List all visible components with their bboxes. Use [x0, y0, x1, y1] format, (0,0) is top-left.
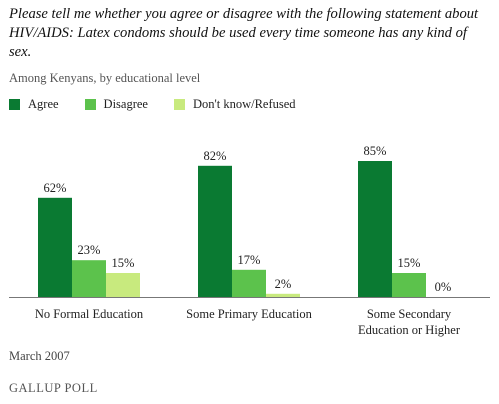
bar-value-label: 0%	[435, 280, 452, 294]
bar-agree-2	[358, 161, 392, 297]
bar-value-label: 2%	[275, 277, 292, 291]
gallup-poll-logo: GALLUP POLL	[9, 381, 98, 395]
bar-value-label: 82%	[204, 149, 227, 163]
bar-agree-0	[38, 197, 72, 297]
legend-swatch-dontknow	[173, 99, 185, 110]
bar-value-label: 62%	[44, 181, 67, 195]
bar-don-t-know-refused-0	[106, 273, 140, 297]
category-label: Some Secondary	[367, 307, 452, 321]
chart-title: Please tell me whether you agree or disa…	[9, 6, 479, 60]
survey-date: March 2007	[9, 349, 70, 363]
category-label: No Formal Education	[35, 307, 144, 321]
legend-label-disagree: Disagree	[103, 97, 148, 111]
bar-value-label: 23%	[78, 243, 101, 257]
chart-subtitle: Among Kenyans, by educational level	[9, 71, 201, 85]
category-label: Some Primary Education	[186, 307, 312, 321]
bar-value-label: 15%	[398, 256, 421, 270]
legend-label-agree: Agree	[28, 97, 59, 111]
bar-value-label: 85%	[364, 144, 387, 158]
category-label: Education or Higher	[358, 323, 461, 337]
legend: Agree Disagree Don't know/Refused	[9, 97, 322, 112]
bar-value-label: 17%	[238, 253, 261, 267]
legend-item-agree: Agree	[9, 97, 59, 112]
legend-label-dontknow: Don't know/Refused	[192, 97, 296, 111]
bar-disagree-1	[232, 269, 266, 297]
bar-value-label: 15%	[112, 256, 135, 270]
bar-disagree-0	[72, 260, 106, 297]
bar-agree-1	[198, 165, 232, 297]
bar-disagree-2	[392, 273, 426, 297]
legend-item-disagree: Disagree	[84, 97, 148, 112]
legend-swatch-disagree	[84, 99, 96, 110]
legend-item-dontknow: Don't know/Refused	[173, 97, 296, 112]
legend-swatch-agree	[9, 99, 20, 110]
bar-don-t-know-refused-1	[266, 293, 300, 297]
